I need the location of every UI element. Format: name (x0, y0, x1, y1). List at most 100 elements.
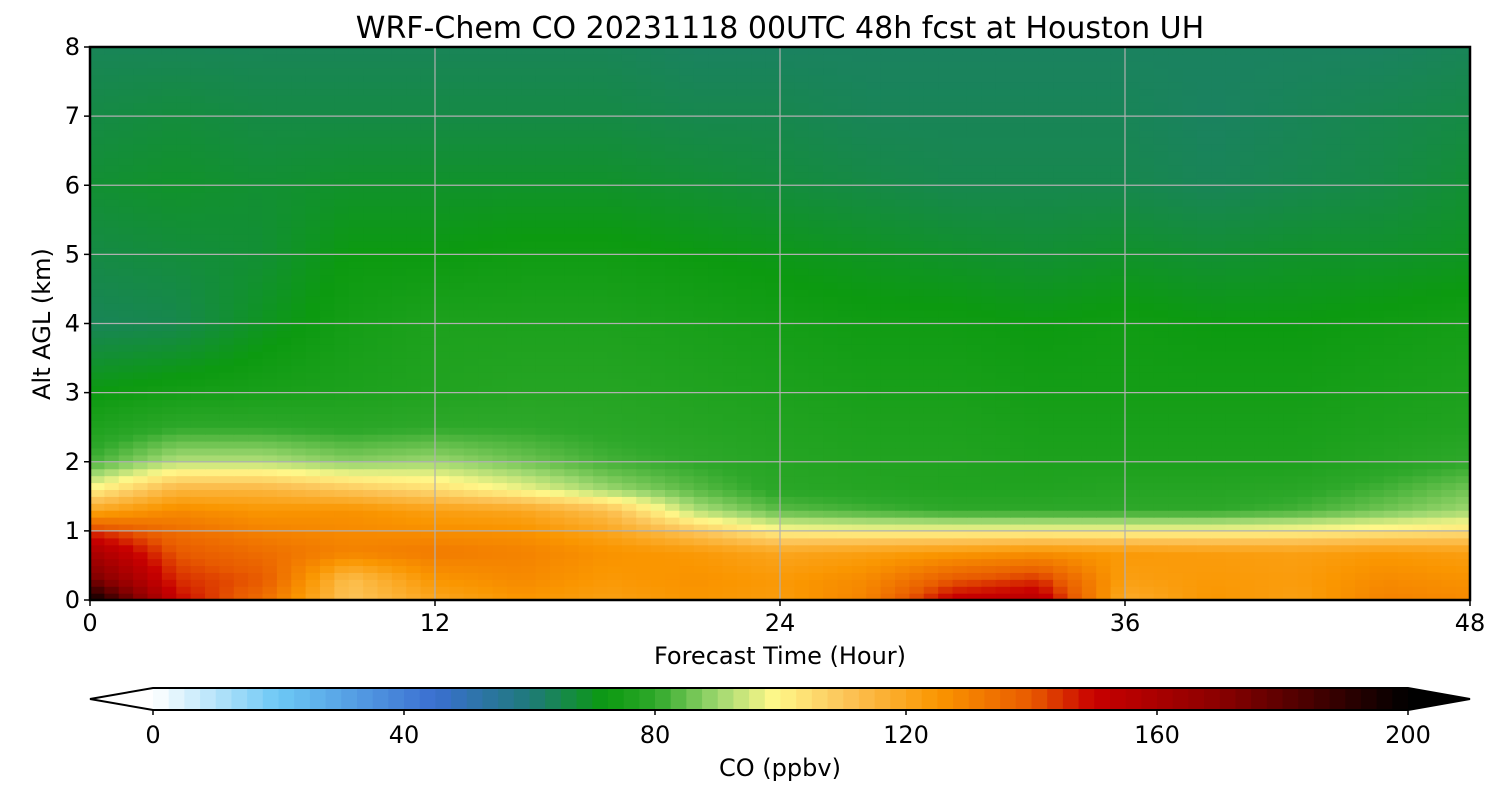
heatmap-cell (895, 454, 910, 463)
heatmap-cell (938, 454, 954, 463)
heatmap-cell (1426, 482, 1442, 490)
heatmap-cell (161, 475, 177, 484)
heatmap-cell (1369, 275, 1385, 283)
heatmap-cell (1297, 261, 1313, 269)
heatmap-cell (435, 503, 450, 511)
heatmap-cell (478, 240, 494, 249)
heatmap-cell (1067, 309, 1083, 318)
heatmap-cell (578, 282, 594, 290)
heatmap-cell (1254, 427, 1270, 435)
heatmap-cell (966, 503, 982, 511)
heatmap-cell (233, 337, 249, 345)
heatmap-cell (176, 441, 192, 449)
heatmap-cell (320, 358, 335, 366)
heatmap-cell (291, 593, 307, 601)
heatmap-cell (966, 454, 982, 463)
heatmap-cell (1153, 482, 1169, 490)
heatmap-cell (1010, 468, 1025, 477)
heatmap-cell (90, 434, 105, 442)
heatmap-cell (1168, 489, 1184, 497)
heatmap-cell (1398, 295, 1414, 304)
heatmap-cell (1311, 447, 1327, 456)
heatmap-cell (118, 420, 134, 428)
heatmap-cell (391, 330, 407, 338)
heatmap-cell (262, 551, 278, 560)
heatmap-cell (564, 371, 580, 380)
heatmap-cell (104, 392, 120, 401)
heatmap-cell (1426, 344, 1442, 352)
heatmap-cell (823, 468, 839, 477)
heatmap-cell (823, 351, 839, 359)
heatmap-cell (262, 399, 278, 408)
heatmap-cell (823, 240, 839, 249)
heatmap-cell (305, 558, 321, 567)
heatmap-cell (1455, 447, 1471, 456)
heatmap-cell (305, 378, 321, 387)
heatmap-cell (765, 530, 781, 539)
heatmap-cell (1297, 288, 1313, 297)
heatmap-cell (880, 330, 896, 338)
heatmap-cell (966, 309, 982, 318)
heatmap-cell (90, 468, 105, 477)
heatmap-cell (751, 482, 767, 490)
heatmap-cell (1081, 420, 1097, 428)
heatmap-cell (636, 288, 652, 297)
heatmap-cell (176, 537, 192, 546)
heatmap-cell (693, 364, 709, 373)
heatmap-cell (161, 572, 177, 580)
heatmap-cell (665, 558, 680, 567)
heatmap-cell (535, 517, 551, 525)
heatmap-cell (895, 468, 910, 477)
heatmap-cell (435, 530, 450, 539)
heatmap-cell (1053, 351, 1069, 359)
heatmap-cell (693, 482, 709, 490)
heatmap-cell (276, 344, 292, 352)
heatmap-cell (1326, 544, 1342, 553)
heatmap-cell (363, 268, 379, 276)
heatmap-cell (334, 503, 350, 511)
heatmap-cell (866, 461, 882, 470)
heatmap-cell (1225, 295, 1241, 304)
heatmap-cell (190, 517, 206, 525)
heatmap-cell (233, 572, 249, 580)
heatmap-cell (262, 337, 278, 345)
heatmap-cell (1225, 406, 1241, 414)
heatmap-cell (320, 288, 335, 297)
heatmap-cell (823, 302, 839, 311)
heatmap-cell (1311, 378, 1327, 387)
heatmap-cell (1369, 309, 1385, 318)
heatmap-cell (808, 544, 824, 553)
heatmap-cell (578, 558, 594, 567)
heatmap-cell (1024, 247, 1040, 255)
heatmap-cell (1125, 406, 1140, 414)
heatmap-cell (1024, 579, 1040, 587)
heatmap-cell (880, 302, 896, 311)
heatmap-cell (492, 537, 508, 546)
heatmap-cell (1125, 427, 1140, 435)
heatmap-cell (463, 461, 479, 470)
heatmap-cell (923, 254, 939, 262)
heatmap-cell (1240, 593, 1255, 601)
heatmap-cell (794, 510, 810, 518)
heatmap-cell (981, 572, 997, 580)
heatmap-cell (478, 482, 494, 490)
heatmap-cell (305, 447, 321, 456)
heatmap-cell (823, 593, 839, 601)
heatmap-cell (478, 496, 494, 504)
heatmap-cell (248, 254, 264, 262)
heatmap-cell (1254, 586, 1270, 594)
heatmap-cell (348, 586, 364, 594)
heatmap-cell (219, 261, 235, 269)
heatmap-cell (205, 454, 220, 463)
heatmap-cell (736, 288, 752, 297)
heatmap-cell (1383, 247, 1399, 255)
heatmap-cell (435, 441, 450, 449)
heatmap-cell (578, 254, 594, 262)
heatmap-cell (1081, 593, 1097, 601)
heatmap-cell (521, 461, 537, 470)
heatmap-cell (478, 254, 494, 262)
heatmap-cell (1038, 447, 1054, 456)
heatmap-cell (1355, 282, 1370, 290)
heatmap-cell (449, 420, 465, 428)
heatmap-cell (90, 523, 105, 532)
